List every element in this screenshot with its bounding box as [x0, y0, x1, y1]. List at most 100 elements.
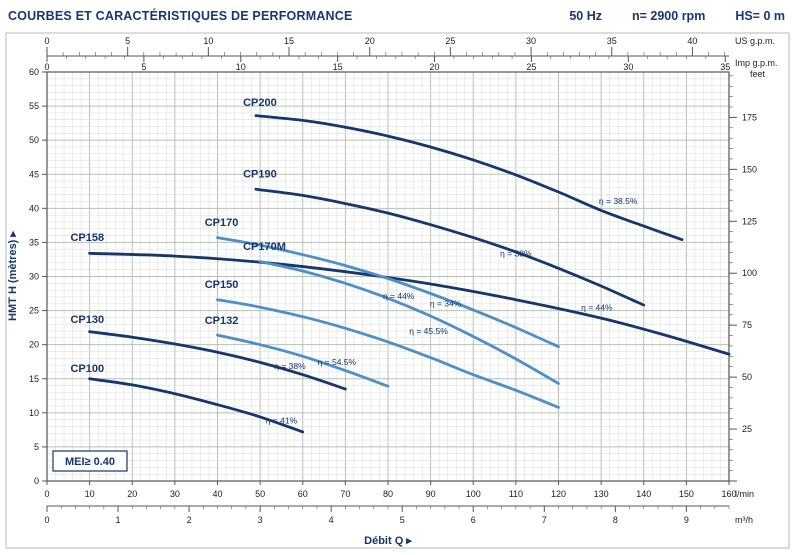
header: COURBES ET CARACTÉRISTIQUES DE PERFORMAN…: [0, 0, 795, 28]
x-tick-m3h: 3: [258, 515, 263, 525]
x-tick-impgpm: 20: [430, 62, 440, 72]
x-tick-impgpm: 35: [720, 62, 730, 72]
x-tick-lmin: 70: [340, 489, 350, 499]
x-tick-m3h: 5: [400, 515, 405, 525]
x-tick-lmin: 60: [298, 489, 308, 499]
efficiency-label-5: η = 45.5%: [409, 326, 448, 336]
y-tick-metres: 30: [29, 272, 39, 282]
x-tick-lmin: 130: [594, 489, 609, 499]
efficiency-label-3: η = 34%: [430, 298, 462, 308]
y-tick-feet: 150: [742, 164, 757, 174]
curve-label-cp170: CP170: [205, 217, 239, 229]
unit-imp-gpm: Imp g.p.m.: [735, 58, 778, 68]
spec-frequency: 50 Hz: [569, 8, 602, 23]
y-tick-feet: 100: [742, 268, 757, 278]
efficiency-label-8: η = 41%: [266, 416, 298, 426]
y-tick-metres: 25: [29, 306, 39, 316]
static-labels: HMT H (mètres) ▸ Débit Q ▸ US g.p.m. Imp…: [7, 36, 778, 547]
curve-label-cp130: CP130: [70, 314, 104, 326]
x-axis-title: Débit Q ▸: [364, 535, 412, 547]
y-axis-title: HMT H (mètres) ▸: [7, 231, 19, 321]
mei-rating: MEI≥ 0.40: [65, 456, 115, 468]
x-tick-usgpm: 30: [526, 36, 536, 46]
x-tick-lmin: 140: [636, 489, 651, 499]
curve-cp100: [88, 377, 305, 434]
curve-labels: CP100 CP130 CP132 CP150 CP158 CP170 CP170M CP19…: [70, 97, 285, 375]
y-tick-feet: 50: [742, 372, 752, 382]
x-tick-m3h: 2: [187, 515, 192, 525]
x-tick-usgpm: 0: [44, 36, 49, 46]
curve-cp150: [216, 298, 560, 409]
x-tick-m3h: 0: [44, 515, 49, 525]
x-tick-lmin: 80: [383, 489, 393, 499]
mei-box: [52, 450, 128, 472]
curve-cp200: [254, 114, 684, 242]
x-tick-m3h: 6: [471, 515, 476, 525]
x-tick-impgpm: 15: [333, 62, 343, 72]
efficiency-label-6: η = 38%: [274, 361, 306, 371]
x-tick-m3h: 9: [684, 515, 689, 525]
curve-cp130: [88, 330, 347, 391]
x-tick-usgpm: 20: [365, 36, 375, 46]
x-tick-impgpm: 0: [44, 62, 49, 72]
performance-chart: 0 10 20 30 40 50 60 70 80 90 100 110 120 130 140 150 160…: [5, 32, 790, 549]
curve-label-cp150: CP150: [205, 279, 239, 291]
axes: 0 10 20 30 40 50 60 70 80 90 100 110 120 130 140 150 160…: [5, 32, 790, 549]
spec-suction-head: HS= 0 m: [735, 8, 785, 23]
x-tick-lmin: 100: [466, 489, 481, 499]
curve-cp190: [254, 187, 646, 307]
x-tick-m3h: 1: [116, 515, 121, 525]
x-tick-lmin: 160: [721, 489, 736, 499]
curve-label-cp200: CP200: [243, 97, 277, 109]
x-tick-lmin: 110: [509, 489, 523, 499]
curve-label-cp170m: CP170M: [243, 241, 286, 253]
curve-label-cp100: CP100: [70, 363, 104, 375]
y-tick-metres: 20: [29, 340, 39, 350]
y-tick-feet: 125: [742, 216, 757, 226]
y-tick-metres: 45: [29, 169, 39, 179]
outer-frame: [5, 32, 790, 549]
x-tick-lmin: 50: [255, 489, 265, 499]
curve-cp132: [216, 333, 390, 388]
x-tick-impgpm: 30: [623, 62, 633, 72]
x-tick-lmin: 90: [426, 489, 436, 499]
curves: [88, 114, 731, 434]
x-tick-usgpm: 15: [284, 36, 294, 46]
x-tick-m3h: 4: [329, 515, 334, 525]
y-tick-feet: 175: [742, 112, 757, 122]
efficiency-label-7: η = 54.5%: [318, 357, 357, 367]
curve-cp170m: [258, 260, 560, 385]
x-tick-lmin: 120: [551, 489, 566, 499]
y-tick-metres: 60: [29, 67, 39, 77]
y-tick-metres: 35: [29, 237, 39, 247]
x-tick-usgpm: 5: [125, 36, 130, 46]
y-tick-metres: 5: [34, 442, 39, 452]
curve-cp158: [88, 251, 731, 356]
y-tick-metres: 15: [29, 374, 39, 384]
unit-m3h: m³/h: [735, 515, 753, 525]
spec-speed: n= 2900 rpm: [632, 8, 706, 23]
x-tick-impgpm: 5: [141, 62, 146, 72]
x-tick-usgpm: 35: [607, 36, 617, 46]
efficiency-label-2: η = 44%: [383, 291, 415, 301]
y-tick-metres: 0: [34, 476, 39, 486]
header-specs: 50 Hz n= 2900 rpm HS= 0 m: [569, 9, 789, 23]
unit-lmin: l/min: [735, 489, 754, 499]
y-tick-feet: 25: [742, 424, 752, 434]
x-tick-m3h: 8: [613, 515, 618, 525]
x-tick-impgpm: 10: [236, 62, 246, 72]
y-tick-metres: 10: [29, 408, 39, 418]
x-tick-lmin: 0: [44, 489, 49, 499]
y-tick-metres: 50: [29, 135, 39, 145]
x-tick-lmin: 40: [212, 489, 222, 499]
x-tick-lmin: 30: [170, 489, 180, 499]
x-tick-impgpm: 25: [526, 62, 536, 72]
curve-label-cp132: CP132: [205, 315, 239, 327]
efficiency-label-1: η = 33%: [500, 249, 532, 259]
x-tick-usgpm: 10: [203, 36, 213, 46]
efficiency-labels: η = 38.5% η = 33% η = 44% η = 34% η = 44% η =…: [266, 196, 638, 425]
y-tick-feet: 75: [742, 320, 752, 330]
x-tick-lmin: 10: [85, 489, 95, 499]
x-tick-lmin: 150: [679, 489, 694, 499]
